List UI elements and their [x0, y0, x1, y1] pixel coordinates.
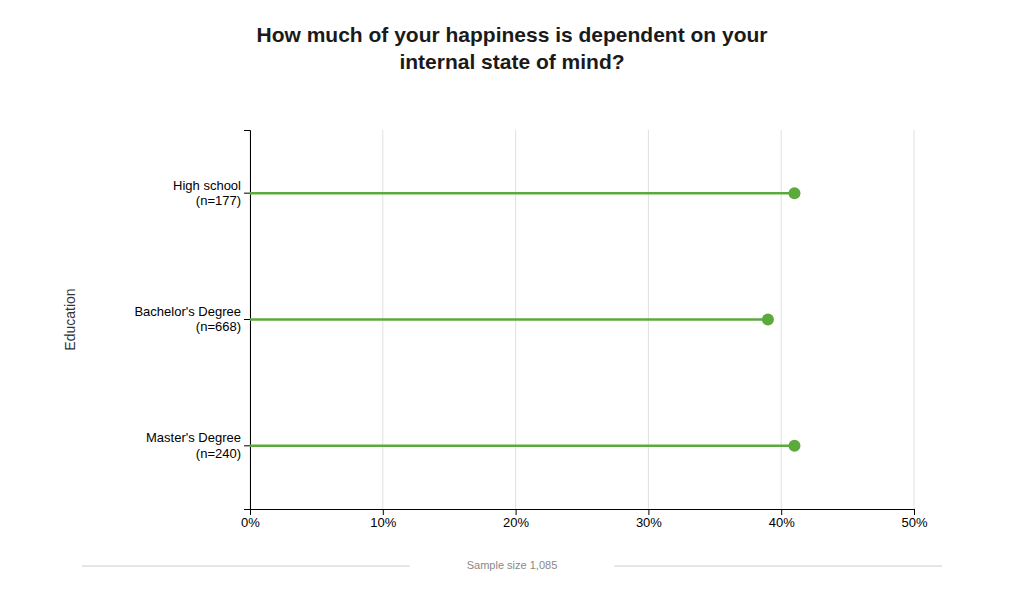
- x-tick: 50%: [901, 509, 927, 530]
- y-axis-title: Education: [62, 288, 78, 350]
- y-tick-mark: [244, 319, 250, 320]
- chart: 0% 10% 20% 30% 40% 50% High school(n=177) Bache…: [0, 0, 1024, 599]
- marks: [250, 187, 800, 452]
- title: How much of your happiness is dependent …: [256, 23, 767, 73]
- y-tick-label: Master's Degree(n=240): [146, 430, 241, 461]
- footer-note: Sample size 1,085: [467, 559, 558, 571]
- x-tick-label: 40%: [769, 515, 795, 530]
- lollipop-dot: [788, 440, 800, 452]
- y-tick-label: Bachelor's Degree(n=668): [134, 304, 241, 335]
- y-tick: High school(n=177): [173, 178, 250, 209]
- x-tick: 20%: [503, 509, 529, 530]
- footer-rule: [82, 566, 410, 567]
- y-tick-mark: [244, 193, 250, 194]
- x-tick: 40%: [769, 509, 795, 530]
- grid-line: [781, 130, 782, 509]
- lollipop-stem: [250, 192, 794, 195]
- y-tick-mark: [244, 445, 250, 446]
- x-tick-mark: [781, 509, 782, 515]
- lollipop-dot: [762, 314, 774, 326]
- x-tick-label: 0%: [241, 515, 260, 530]
- x-tick: 10%: [370, 509, 396, 530]
- grid: [250, 130, 914, 509]
- x-tick-label: 10%: [370, 515, 396, 530]
- x-tick-mark: [516, 509, 517, 515]
- lollipop-dot: [788, 187, 800, 199]
- x-tick-label: 20%: [503, 515, 529, 530]
- x-tick-label: 30%: [636, 515, 662, 530]
- y-axis: High school(n=177) Bachelor's Degree(n=66…: [134, 131, 250, 510]
- grid-line: [914, 130, 915, 509]
- x-tick-label: 50%: [901, 515, 927, 530]
- lollipop-stem: [250, 445, 794, 448]
- lollipop-stem: [250, 318, 768, 321]
- footer-rule: [614, 566, 942, 567]
- x-axis-line: [251, 510, 915, 516]
- y-tick-label: High school(n=177): [173, 178, 241, 209]
- x-tick-mark: [383, 509, 384, 515]
- y-axis-line: [244, 131, 251, 510]
- y-tick: Master's Degree(n=240): [146, 430, 250, 461]
- y-tick: Bachelor's Degree(n=668): [134, 304, 250, 335]
- x-tick-mark: [914, 509, 915, 515]
- x-tick-mark: [648, 509, 649, 515]
- x-axis: 0% 10% 20% 30% 40% 50%: [241, 509, 928, 530]
- x-tick: 0%: [241, 509, 260, 530]
- x-tick: 30%: [636, 509, 662, 530]
